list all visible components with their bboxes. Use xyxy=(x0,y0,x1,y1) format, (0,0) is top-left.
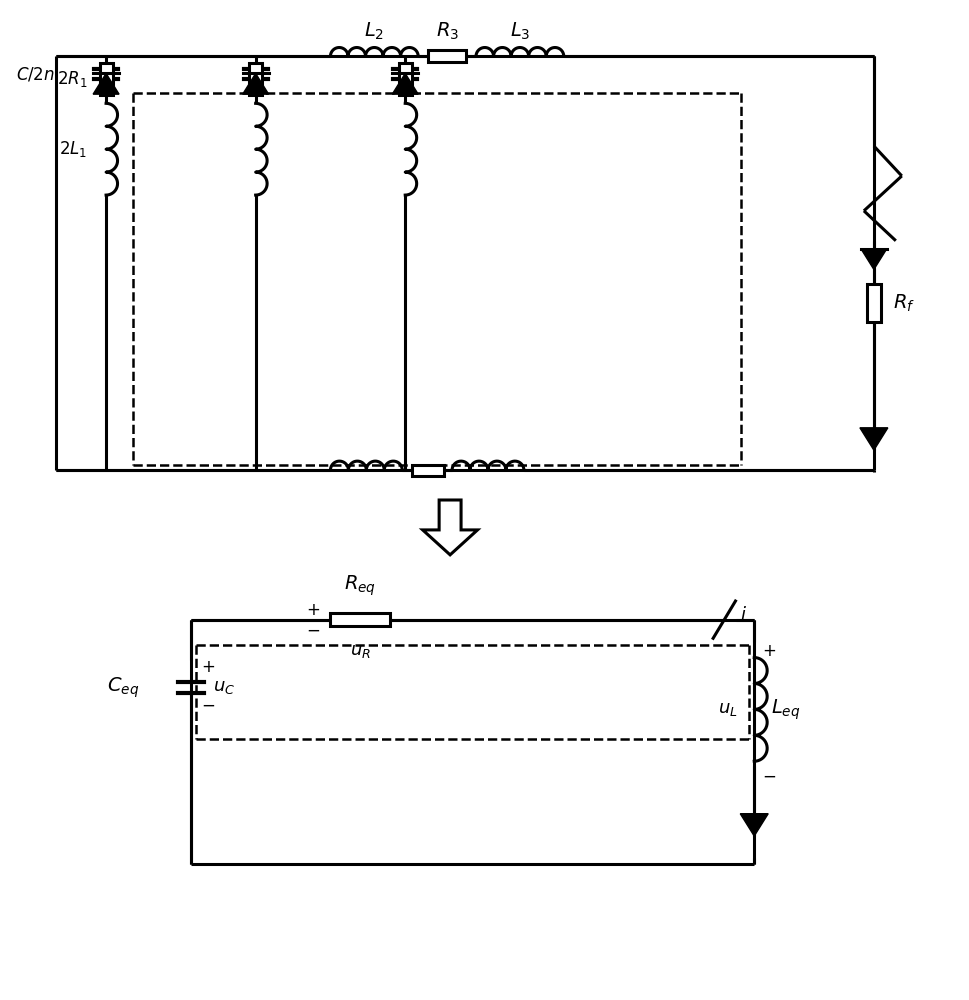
Text: $2L_1$: $2L_1$ xyxy=(59,139,87,159)
Text: $L_3$: $L_3$ xyxy=(510,21,530,42)
Text: $-$: $-$ xyxy=(306,621,321,639)
Text: $L_2$: $L_2$ xyxy=(364,21,385,42)
Bar xyxy=(412,465,444,476)
Text: $i$: $i$ xyxy=(740,606,747,624)
Text: $u_L$: $u_L$ xyxy=(718,700,737,718)
Bar xyxy=(428,50,466,62)
Text: $+$: $+$ xyxy=(763,642,776,660)
Polygon shape xyxy=(392,73,419,94)
Bar xyxy=(100,63,112,95)
Text: $R_{eq}$: $R_{eq}$ xyxy=(344,573,376,598)
Polygon shape xyxy=(860,428,888,450)
Bar xyxy=(867,284,881,322)
Text: $2R_1$: $2R_1$ xyxy=(57,69,87,89)
Text: $L_{eq}$: $L_{eq}$ xyxy=(771,697,800,722)
Bar xyxy=(399,63,412,95)
Text: $+$: $+$ xyxy=(306,601,321,619)
Bar xyxy=(330,613,391,626)
Text: $C/2n$: $C/2n$ xyxy=(16,65,54,83)
Text: $C_{eq}$: $C_{eq}$ xyxy=(107,675,139,700)
Polygon shape xyxy=(242,73,268,94)
Text: $-$: $-$ xyxy=(201,695,215,713)
Polygon shape xyxy=(860,249,887,269)
Text: $R_f$: $R_f$ xyxy=(892,293,915,314)
Text: $u_C$: $u_C$ xyxy=(213,678,234,696)
Polygon shape xyxy=(93,73,119,94)
Text: $+$: $+$ xyxy=(201,658,215,676)
Bar xyxy=(249,63,263,95)
Text: $-$: $-$ xyxy=(763,766,776,784)
FancyArrow shape xyxy=(422,500,478,555)
Polygon shape xyxy=(740,814,768,836)
Text: $R_3$: $R_3$ xyxy=(435,21,458,42)
Text: $u_R$: $u_R$ xyxy=(350,642,371,660)
